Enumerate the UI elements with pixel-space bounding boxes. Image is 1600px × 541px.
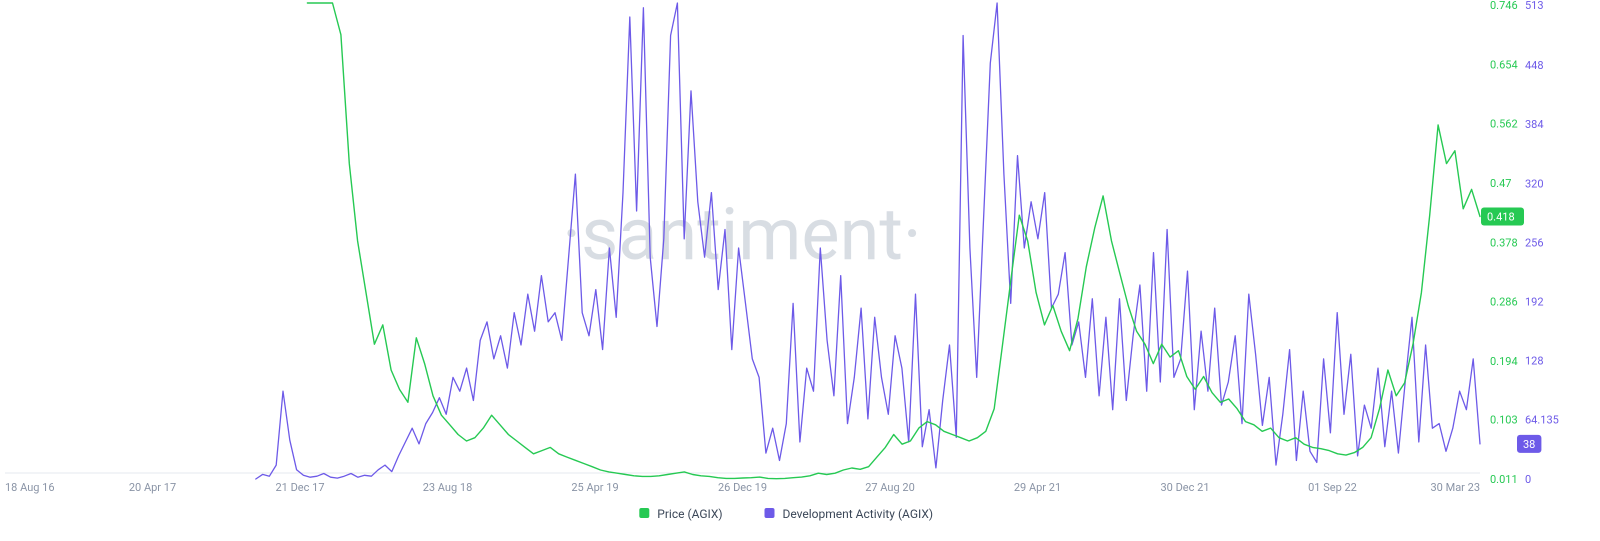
y-left-tick-label: 0.286	[1490, 296, 1518, 309]
y-right-tick-label: 128	[1525, 355, 1544, 368]
watermark: ·santiment·	[562, 192, 921, 277]
y-left-tick-label: 0.194	[1490, 355, 1518, 368]
y-right-tick-label: 192	[1525, 296, 1544, 309]
x-tick-label: 20 Apr 17	[129, 481, 176, 494]
y-left-tick-label: 0.562	[1490, 118, 1518, 131]
y-left-tick-label: 0.378	[1490, 236, 1518, 249]
y-right-tick-label: 256	[1525, 236, 1544, 249]
y-left-tick-label: 0.654	[1490, 58, 1518, 71]
y-right-tick-label: 0	[1525, 473, 1531, 486]
legend-label: Development Activity (AGIX)	[783, 507, 934, 521]
svg-text:0.418: 0.418	[1487, 211, 1515, 224]
y-left-tick-label: 0.47	[1490, 177, 1511, 190]
legend-label: Price (AGIX)	[657, 507, 722, 521]
chart-container: ·santiment· 18 Aug 16 20 Apr 17 21 Dec 17 23…	[0, 0, 1600, 541]
x-tick-label: 26 Dec 19	[718, 481, 767, 494]
x-tick-label: 29 Apr 21	[1014, 481, 1061, 494]
x-tick-label: 21 Dec 17	[276, 481, 325, 494]
svg-text:38: 38	[1523, 438, 1535, 451]
legend-swatch	[765, 508, 775, 518]
x-tick-label: 30 Dec 21	[1161, 481, 1210, 494]
legend-item: Development Activity (AGIX)	[765, 507, 934, 521]
legend-swatch	[639, 508, 649, 518]
y-left-tick-label: 0.011	[1490, 473, 1518, 486]
y-left-tick-label: 0.746	[1490, 0, 1518, 12]
y-left-tick-label: 0.103	[1490, 414, 1518, 427]
value-badge-price: 0.418	[1481, 208, 1524, 226]
value-badge-dev: 38	[1517, 435, 1541, 453]
x-tick-label: 25 Apr 19	[571, 481, 618, 494]
y-right-tick-label: 513	[1525, 0, 1544, 12]
y-right-tick-label: 64.135	[1525, 414, 1559, 427]
x-tick-label: 30 Mar 23	[1431, 481, 1481, 494]
x-tick-label: 27 Aug 20	[865, 481, 915, 494]
y-right-tick-label: 384	[1525, 118, 1544, 131]
x-tick-label: 01 Sep 22	[1308, 481, 1357, 494]
x-tick-label: 18 Aug 16	[5, 481, 55, 494]
x-tick-label: 23 Aug 18	[423, 481, 473, 494]
y-right-tick-label: 320	[1525, 177, 1544, 190]
y-right-tick-label: 448	[1525, 59, 1544, 72]
